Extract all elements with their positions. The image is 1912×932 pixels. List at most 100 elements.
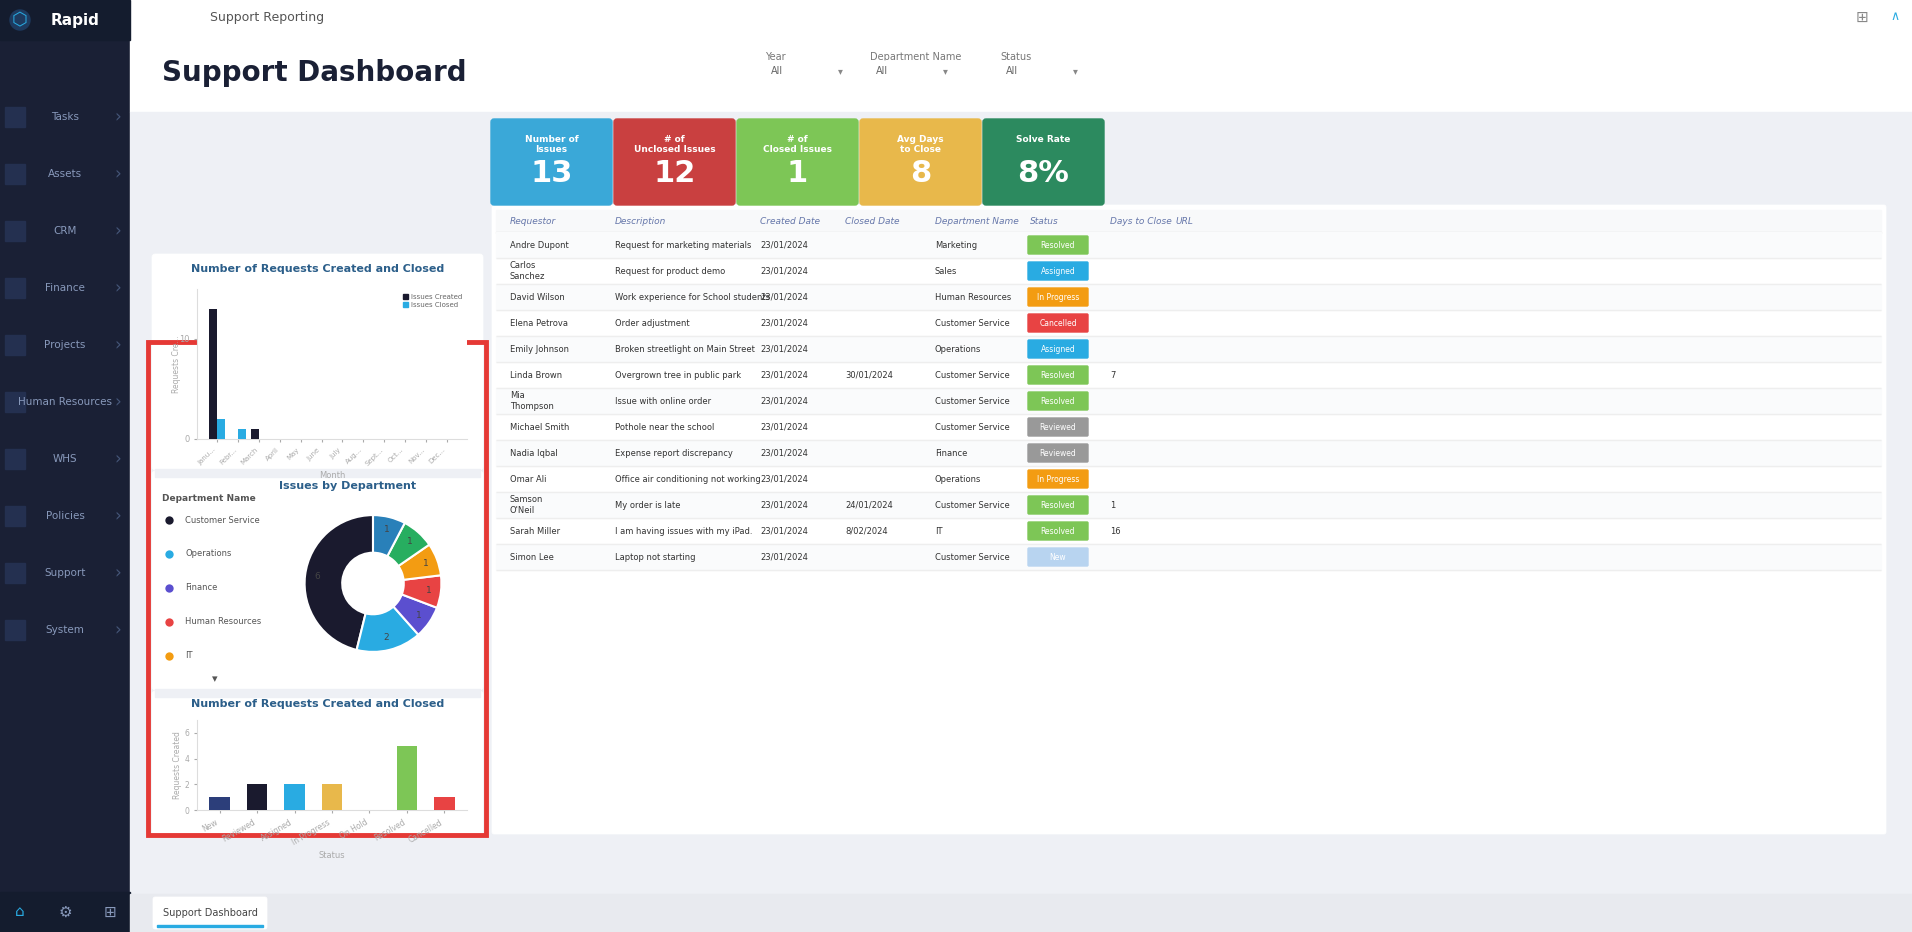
- Text: Human Resources: Human Resources: [935, 293, 1011, 301]
- Text: Operations: Operations: [935, 474, 981, 484]
- Text: 23/01/2024: 23/01/2024: [759, 422, 809, 432]
- FancyBboxPatch shape: [1029, 522, 1088, 540]
- Text: Avg Days: Avg Days: [897, 134, 945, 144]
- Text: Projects: Projects: [44, 340, 86, 350]
- Text: Expense report discrepancy: Expense report discrepancy: [616, 448, 732, 458]
- Text: Laptop not starting: Laptop not starting: [616, 553, 696, 561]
- Text: Description: Description: [616, 216, 667, 226]
- FancyBboxPatch shape: [736, 119, 858, 205]
- Text: Resolved: Resolved: [1040, 240, 1075, 250]
- Text: Support Dashboard: Support Dashboard: [163, 908, 258, 918]
- Bar: [247, 785, 268, 810]
- Text: Human Resources: Human Resources: [185, 617, 262, 626]
- FancyBboxPatch shape: [860, 119, 981, 205]
- Text: 23/01/2024: 23/01/2024: [759, 267, 809, 276]
- Text: 23/01/2024: 23/01/2024: [759, 293, 809, 301]
- Text: ›: ›: [115, 450, 120, 468]
- FancyBboxPatch shape: [1029, 470, 1088, 488]
- FancyBboxPatch shape: [765, 61, 855, 81]
- FancyBboxPatch shape: [1029, 496, 1088, 514]
- Text: Closed Date: Closed Date: [845, 216, 899, 226]
- Bar: [155, 469, 480, 477]
- Text: Request for product demo: Request for product demo: [616, 267, 725, 276]
- Text: 8%: 8%: [1017, 159, 1069, 188]
- Bar: [396, 746, 417, 810]
- Bar: [0, 892, 130, 932]
- Text: Emily Johnson: Emily Johnson: [511, 345, 570, 353]
- Text: 1: 1: [417, 610, 423, 620]
- Text: ▾: ▾: [837, 66, 843, 76]
- Text: IT: IT: [185, 651, 193, 660]
- Text: Number of Requests Created and Closed: Number of Requests Created and Closed: [191, 699, 444, 709]
- FancyBboxPatch shape: [1029, 288, 1088, 306]
- Text: System: System: [46, 625, 84, 635]
- Text: Resolved: Resolved: [1040, 527, 1075, 536]
- Bar: [130, 34, 1912, 112]
- Bar: [495, 232, 1881, 258]
- FancyBboxPatch shape: [983, 119, 1103, 205]
- Text: Requestor: Requestor: [511, 216, 556, 226]
- Text: ›: ›: [115, 279, 120, 297]
- X-axis label: Status: Status: [319, 851, 346, 860]
- Text: Status: Status: [1031, 216, 1059, 226]
- Text: Issues by Department: Issues by Department: [279, 481, 417, 491]
- Text: All: All: [1006, 66, 1017, 76]
- Wedge shape: [373, 515, 405, 556]
- Text: Finance: Finance: [935, 448, 967, 458]
- Bar: [6, 506, 25, 526]
- Text: All: All: [771, 66, 784, 76]
- Text: IT: IT: [935, 527, 943, 536]
- Text: 23/01/2024: 23/01/2024: [759, 396, 809, 405]
- Text: Customer Service: Customer Service: [185, 515, 260, 525]
- Bar: [321, 785, 342, 810]
- Text: WHS: WHS: [54, 454, 76, 464]
- Text: ▾: ▾: [943, 66, 948, 76]
- Text: 6: 6: [314, 572, 319, 582]
- Text: Assigned: Assigned: [1040, 267, 1075, 276]
- Text: 1: 1: [788, 159, 809, 188]
- Text: New: New: [1050, 553, 1067, 561]
- Text: Rapid: Rapid: [50, 12, 99, 28]
- Bar: [130, 894, 1912, 932]
- Text: 23/01/2024: 23/01/2024: [759, 553, 809, 561]
- Bar: [6, 620, 25, 640]
- Bar: [157, 925, 264, 927]
- FancyBboxPatch shape: [151, 254, 484, 470]
- Text: 1: 1: [1111, 500, 1115, 510]
- Text: ▾: ▾: [1073, 66, 1078, 76]
- Wedge shape: [402, 575, 442, 608]
- Bar: [218, 419, 226, 439]
- Text: Operations: Operations: [185, 550, 231, 558]
- Text: Resolved: Resolved: [1040, 396, 1075, 405]
- Bar: [6, 164, 25, 184]
- Wedge shape: [388, 523, 430, 566]
- Y-axis label: Requests Cre...: Requests Cre...: [172, 336, 180, 392]
- Bar: [130, 112, 1912, 932]
- Bar: [250, 429, 258, 439]
- FancyBboxPatch shape: [1029, 444, 1088, 462]
- Text: # of: # of: [663, 134, 684, 144]
- Bar: [495, 210, 1881, 232]
- FancyBboxPatch shape: [868, 61, 960, 81]
- Text: Overgrown tree in public park: Overgrown tree in public park: [616, 371, 742, 379]
- Bar: [495, 440, 1881, 466]
- Text: 23/01/2024: 23/01/2024: [759, 527, 809, 536]
- FancyBboxPatch shape: [491, 119, 612, 205]
- FancyBboxPatch shape: [1029, 340, 1088, 358]
- Bar: [6, 107, 25, 127]
- Text: Order adjustment: Order adjustment: [616, 319, 690, 327]
- Text: 23/01/2024: 23/01/2024: [759, 474, 809, 484]
- Text: ⌂: ⌂: [15, 904, 25, 920]
- Bar: [6, 563, 25, 583]
- Bar: [495, 284, 1881, 310]
- Text: Unclosed Issues: Unclosed Issues: [633, 144, 715, 154]
- Text: Marketing: Marketing: [935, 240, 977, 250]
- Wedge shape: [304, 515, 373, 650]
- FancyBboxPatch shape: [491, 205, 1885, 834]
- Bar: [155, 689, 480, 697]
- FancyBboxPatch shape: [1029, 548, 1088, 566]
- Text: Year: Year: [765, 52, 786, 62]
- Text: Assigned: Assigned: [1040, 345, 1075, 353]
- Bar: [285, 785, 304, 810]
- Text: 1: 1: [423, 559, 428, 569]
